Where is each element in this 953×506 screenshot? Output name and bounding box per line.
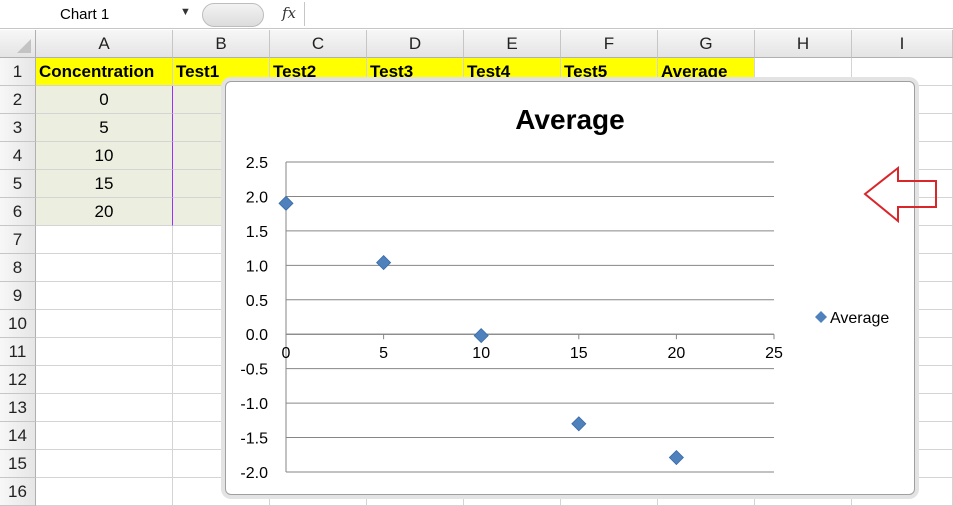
row-header-14[interactable]: 14 [0, 422, 36, 450]
x-tick-label: 0 [282, 345, 291, 362]
y-tick-label: 2.5 [246, 155, 268, 172]
column-header-e[interactable]: E [464, 30, 561, 58]
x-tick-label: 15 [570, 345, 588, 362]
column-header-f[interactable]: F [561, 30, 658, 58]
column-header-h[interactable]: H [755, 30, 852, 58]
row-header-6[interactable]: 6 [0, 198, 36, 226]
row-header-16[interactable]: 16 [0, 478, 36, 506]
concentration-cell[interactable]: 0 [36, 86, 173, 114]
row-header-4[interactable]: 4 [0, 142, 36, 170]
name-box[interactable]: Chart 1 ▼ [0, 0, 201, 29]
concentration-cell[interactable]: 20 [36, 198, 173, 226]
y-tick-label: 0.5 [246, 293, 268, 310]
chart-title: Average [515, 104, 624, 135]
row-header-12[interactable]: 12 [0, 366, 36, 394]
y-tick-label: -2.0 [240, 465, 268, 482]
legend-marker [815, 311, 827, 323]
row-header-2[interactable]: 2 [0, 86, 36, 114]
cell[interactable] [36, 394, 173, 422]
concentration-cell[interactable]: 10 [36, 142, 173, 170]
cell[interactable] [36, 450, 173, 478]
data-point [278, 195, 294, 211]
chart-average[interactable]: Average 2.5 2.0 1.5 1.0 0.5 0.0 -0.5 -1.0 -1.5 -2.… [225, 81, 915, 495]
chart-canvas: Average 2.5 2.0 1.5 1.0 0.5 0.0 -0.5 -1.0 -1.5 -2.… [240, 104, 889, 482]
x-tick-label: 10 [472, 345, 490, 362]
x-tick-label: 20 [668, 345, 686, 362]
cell[interactable] [36, 478, 173, 506]
chevron-down-icon[interactable]: ▼ [180, 6, 191, 18]
cell[interactable] [36, 366, 173, 394]
y-tick-label: 2.0 [246, 189, 268, 206]
column-header-a[interactable]: A [36, 30, 173, 58]
formula-controls: fx [200, 2, 305, 27]
row-header-3[interactable]: 3 [0, 114, 36, 142]
row-header-15[interactable]: 15 [0, 450, 36, 478]
formula-bar-expander[interactable] [202, 3, 264, 27]
column-header-g[interactable]: G [658, 30, 755, 58]
column-header-d[interactable]: D [367, 30, 464, 58]
red-arrow-left-icon [863, 165, 937, 224]
row-header-1[interactable]: 1 [0, 58, 36, 86]
cell[interactable] [36, 254, 173, 282]
cell[interactable] [36, 226, 173, 254]
concentration-cell[interactable]: 5 [36, 114, 173, 142]
y-tick-label: 1.5 [246, 224, 268, 241]
column-header-i[interactable]: I [852, 30, 953, 58]
cell[interactable] [36, 422, 173, 450]
cell[interactable] [36, 338, 173, 366]
y-tick-label: 1.0 [246, 258, 268, 275]
name-box-value: Chart 1 [60, 6, 110, 23]
column-header-c[interactable]: C [270, 30, 367, 58]
cell[interactable] [36, 282, 173, 310]
row-header-7[interactable]: 7 [0, 226, 36, 254]
x-tick-label: 5 [379, 345, 388, 362]
data-point [668, 449, 684, 466]
row-header-5[interactable]: 5 [0, 170, 36, 198]
y-tick-label: -1.0 [240, 396, 268, 413]
row-header-10[interactable]: 10 [0, 310, 36, 338]
header-cell-2[interactable]: Test1 [173, 58, 270, 86]
y-tick-label: -0.5 [240, 362, 268, 379]
x-tick-label: 25 [765, 345, 783, 362]
y-tick-label: -1.5 [240, 431, 268, 448]
row-header-8[interactable]: 8 [0, 254, 36, 282]
cell[interactable] [36, 310, 173, 338]
row-header-13[interactable]: 13 [0, 394, 36, 422]
legend-label: Average [830, 310, 889, 327]
data-point [473, 328, 489, 344]
row-header-11[interactable]: 11 [0, 338, 36, 366]
data-point [376, 255, 392, 271]
row-header-9[interactable]: 9 [0, 282, 36, 310]
insert-function-icon[interactable]: fx [282, 4, 297, 22]
concentration-cell[interactable]: 15 [36, 170, 173, 198]
select-all-button[interactable] [0, 30, 36, 58]
y-tick-label: 0.0 [246, 327, 268, 344]
formula-bar[interactable]: fx [200, 0, 953, 29]
data-point [571, 416, 587, 432]
header-cell-1[interactable]: Concentration [36, 58, 173, 86]
column-header-b[interactable]: B [173, 30, 270, 58]
